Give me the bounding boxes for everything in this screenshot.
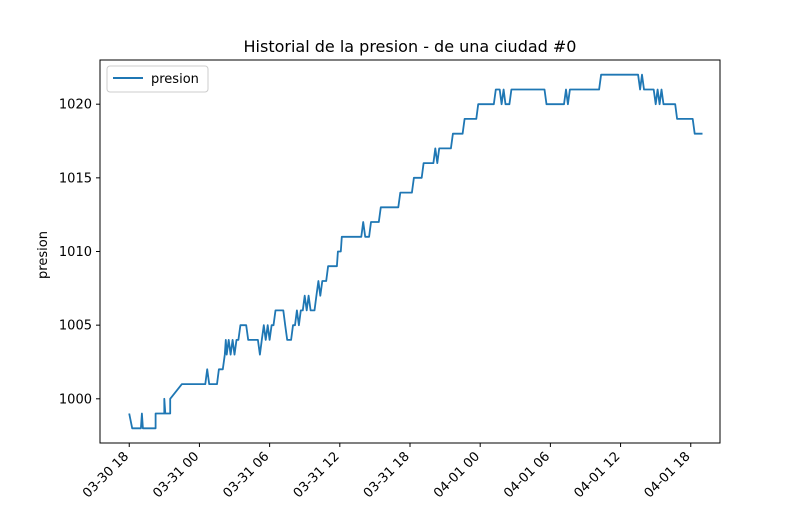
x-tick-label: 04-01 18: [642, 449, 694, 500]
legend-box: [106, 65, 209, 93]
y-tick-label: 1005: [59, 319, 92, 334]
x-axis-ticks: 03-30 18 03-31 00 03-31 06 03-31 12 03-31 18…: [80, 443, 694, 501]
x-tick-label: 04-01 00: [431, 449, 483, 500]
x-tick-label: 03-31 06: [221, 449, 273, 500]
series-line-presion: [128, 73, 703, 430]
x-tick-label: 03-31 00: [150, 449, 202, 500]
legend-label-presion: presion: [151, 72, 199, 87]
y-tick-label: 1020: [59, 98, 92, 113]
x-tick-label: 03-31 18: [361, 449, 413, 500]
y-axis-label: presion: [36, 231, 51, 279]
y-tick-label: 1015: [59, 171, 92, 186]
y-tick-label: 1000: [59, 392, 92, 407]
x-tick-label: 04-01 06: [501, 449, 553, 500]
x-tick-label: 03-30 18: [80, 449, 132, 500]
legend: presion: [106, 65, 209, 93]
y-axis-ticks: 1000 1005 1010 1015 1020: [59, 98, 100, 407]
plot-frame: [99, 59, 721, 444]
y-tick-label: 1010: [59, 245, 92, 260]
x-tick-label: 03-31 12: [291, 449, 343, 500]
x-tick-label: 04-01 12: [571, 449, 623, 500]
chart-title: Historial de la presion - de una ciudad …: [244, 37, 577, 56]
